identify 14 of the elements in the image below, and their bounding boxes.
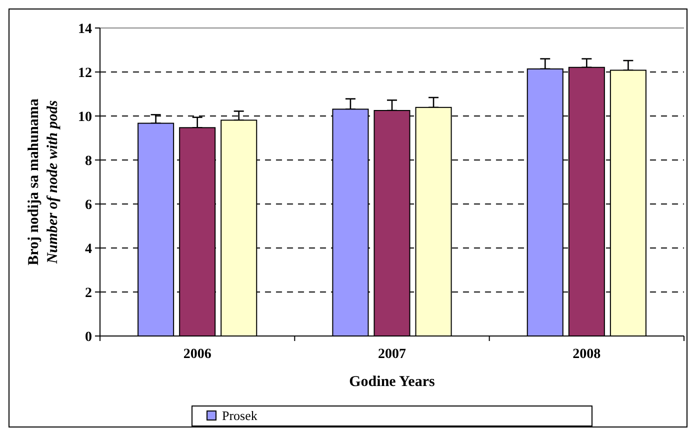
y-tick-label: 0 <box>85 330 92 345</box>
y-axis-title: Broj nodija sa mahunama Number of node with pods <box>26 98 61 266</box>
legend-label: Prosek <box>222 408 258 423</box>
y-tick-label: 2 <box>85 286 92 301</box>
x-tick-label: 2007 <box>378 347 406 362</box>
x-tick-label: 2006 <box>183 347 212 362</box>
y-tick-label: 4 <box>85 242 92 257</box>
y-tick-label: 12 <box>78 66 92 81</box>
y-tick-label: 8 <box>85 154 92 169</box>
y-tick-label: 14 <box>78 22 92 37</box>
x-tick-label: 2008 <box>572 347 601 362</box>
x-axis-title: Godine Years <box>349 374 436 390</box>
y-tick-label: 10 <box>78 110 92 125</box>
y-tick-label: 6 <box>85 198 92 213</box>
